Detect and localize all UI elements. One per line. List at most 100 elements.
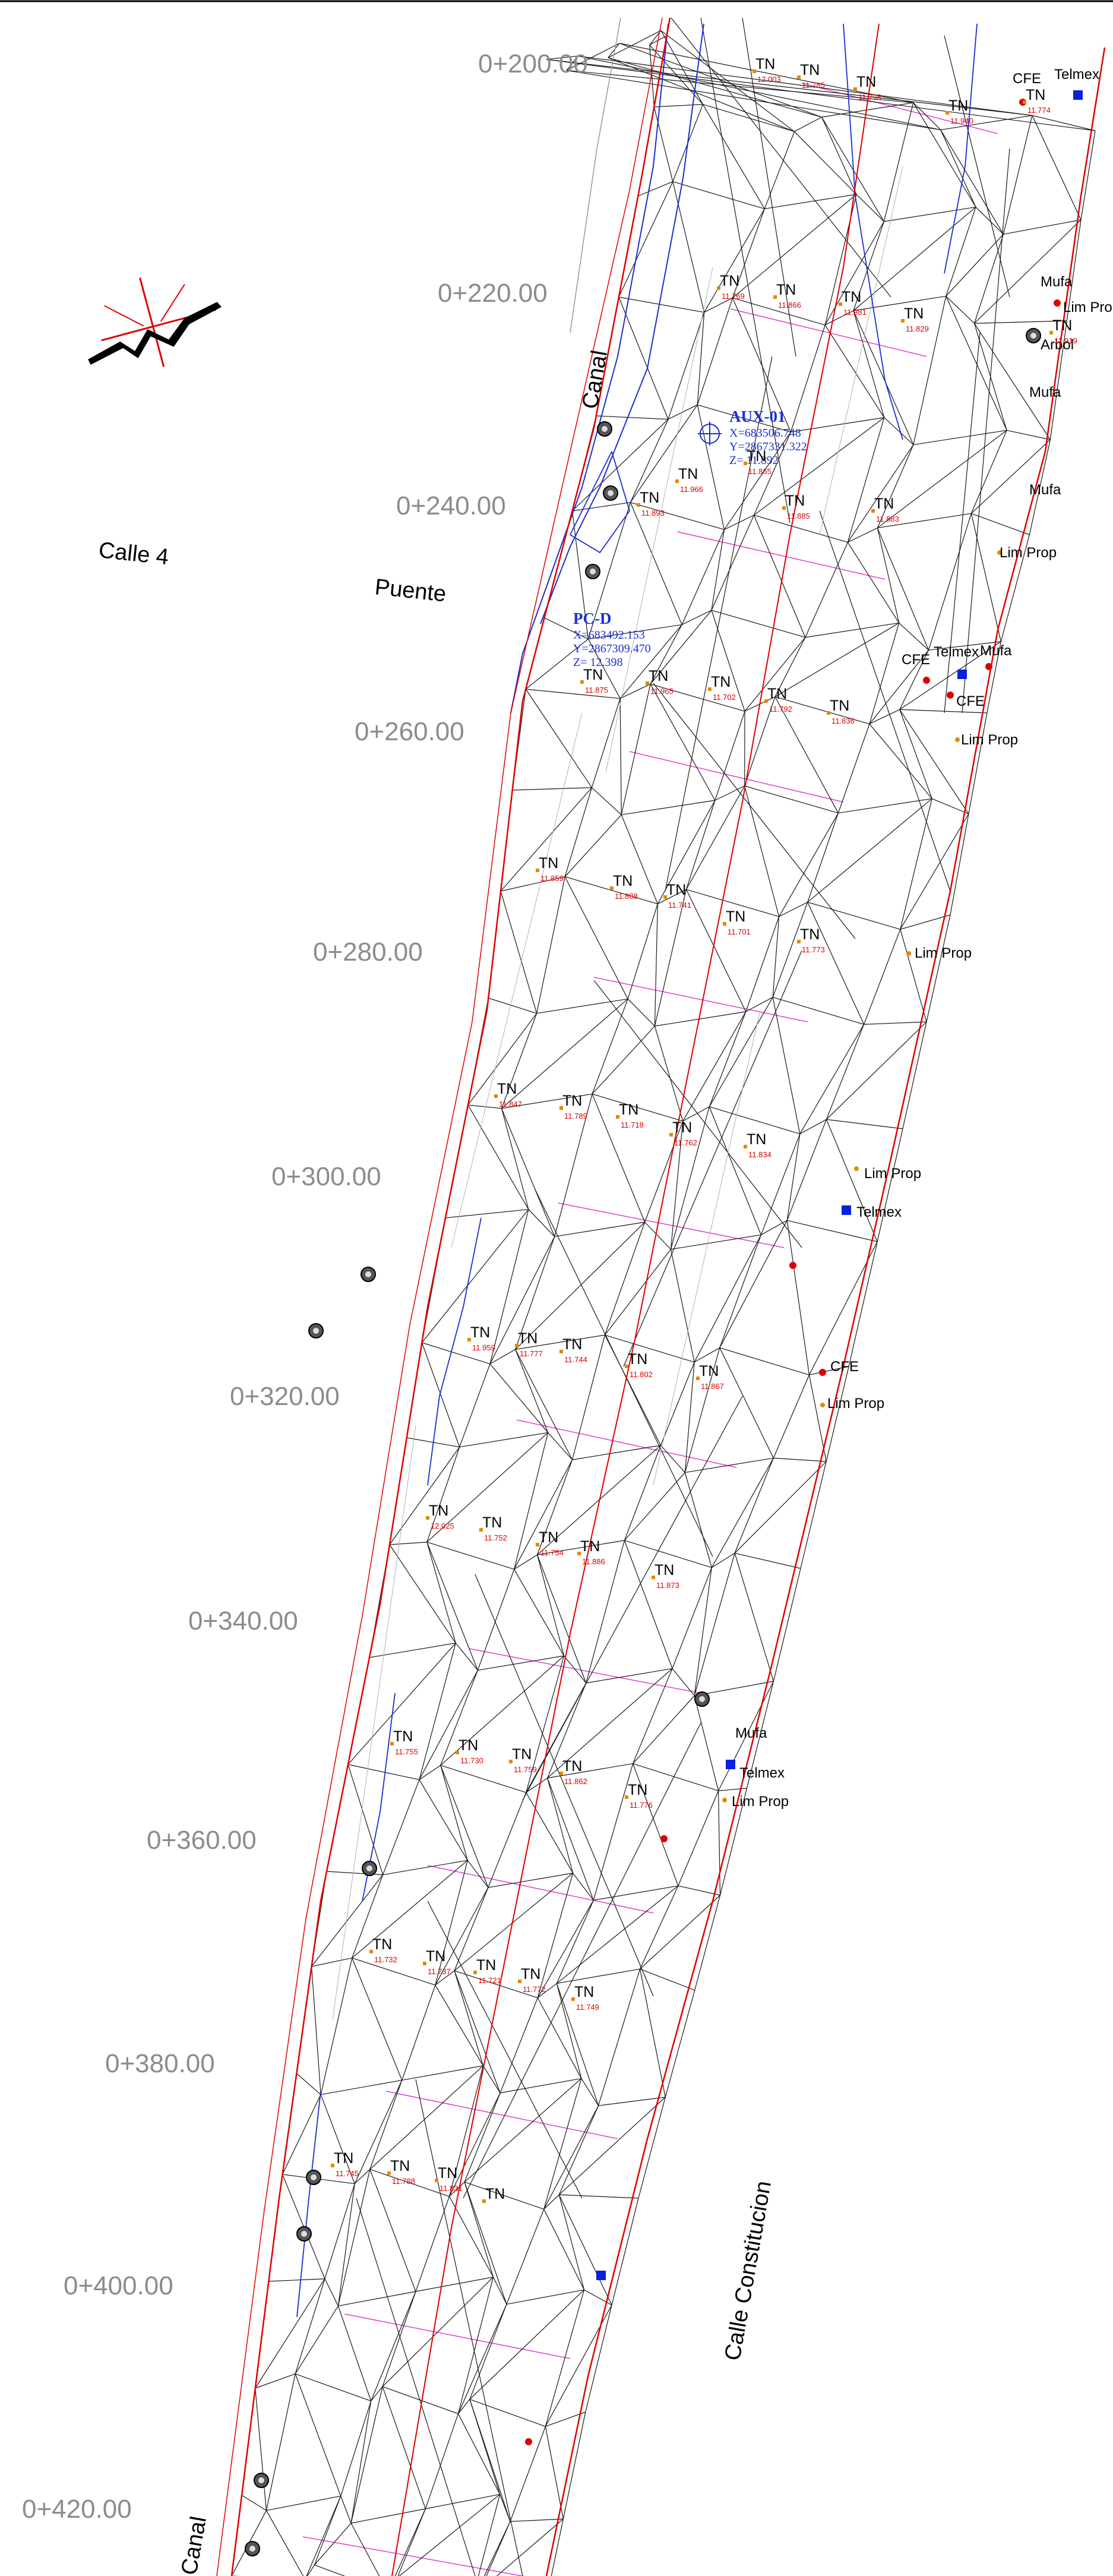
tin-edge [653, 1009, 761, 1486]
tn-label: TN [583, 667, 603, 683]
feature-label-mufa: Mufa [1041, 274, 1073, 290]
tin-edge [971, 513, 1030, 535]
tn-label: TN [699, 1363, 719, 1379]
tin-edge [435, 1860, 468, 1985]
tn-label: TN [800, 62, 820, 78]
station-label: 0+220.00 [438, 279, 548, 308]
tin-edge [808, 1241, 878, 1375]
tin-edge [440, 1765, 489, 1888]
tin-edge [501, 1108, 529, 1210]
tin-edge [458, 2399, 470, 2414]
tn-point: TN 11.752 [479, 1514, 507, 1542]
tn-elevation: 11.875 [585, 686, 608, 694]
tn-point: TN 11.862 [559, 1758, 587, 1786]
tin-edge [352, 1860, 468, 1959]
tin-edge [773, 1568, 801, 1682]
tn-point: TN 11.885 [782, 493, 810, 520]
tin-edge [477, 1569, 515, 1671]
tn-point: TN 11.919 [1049, 317, 1077, 345]
tin-edge [764, 194, 856, 210]
tin-edge [618, 296, 704, 313]
cross-section-line [469, 1648, 701, 1694]
tin-edge [577, 55, 941, 131]
feature-label-lim-prop: Lim Prop [732, 1794, 789, 1810]
tin-edge [821, 116, 857, 195]
tin-edge [718, 1788, 747, 1791]
telmex-marker [957, 670, 967, 679]
tin-edge [566, 43, 620, 71]
tn-point: TN 11.737 [423, 1948, 451, 1976]
tin-edge [401, 2065, 483, 2081]
tin-edge [694, 1553, 735, 1696]
tin-edge [697, 404, 791, 433]
tin-edge [630, 405, 698, 503]
tin-edge [401, 1985, 436, 2081]
tn-label: TN [562, 1758, 582, 1775]
tin-edge [974, 320, 1067, 324]
tin-edge [665, 1990, 695, 2098]
tin-edge [864, 1021, 927, 1025]
tin-edge [545, 2426, 564, 2520]
tin-edge [746, 1681, 774, 1789]
tin-edge [546, 55, 578, 60]
tin-edge [805, 542, 848, 638]
tin-edge [807, 901, 901, 930]
tn-elevation: 11.888 [615, 892, 638, 901]
feature-label-lim-prop: Lim Prop [864, 1166, 921, 1182]
tin-edge [338, 2291, 416, 2307]
tin-edge [826, 1024, 865, 1120]
cross-section-line [427, 1865, 654, 1914]
tin-edge [1080, 130, 1096, 220]
tin-edge [1032, 115, 1096, 131]
tin-edge [448, 2092, 501, 2197]
tin-edge [306, 2565, 315, 2576]
station-label: 0+380.00 [105, 2049, 215, 2078]
tn-point: TN 11.732 [369, 1936, 397, 1964]
tin-edge [426, 1432, 549, 1543]
tree-icon [603, 485, 618, 501]
tin-edge [940, 115, 1032, 131]
tin-edge [624, 1540, 673, 1669]
tin-edge [694, 1696, 719, 1791]
tn-elevation: 12.003 [757, 75, 781, 84]
tin-edge [900, 929, 927, 1022]
tin-edge [593, 1885, 678, 1901]
tin-edge [877, 513, 972, 529]
tin-edge [311, 1958, 352, 1967]
tin-edge [399, 2494, 501, 2576]
tn-elevation: 11.866 [778, 301, 801, 310]
tin-edge [719, 1235, 761, 1348]
tin-edge [295, 2373, 371, 2401]
canal-breaklines [296, 23, 978, 2318]
tin-edge [824, 310, 854, 326]
tin-edge [805, 622, 899, 638]
tin-edge [799, 1119, 827, 1135]
tn-label: TN [747, 1131, 766, 1148]
tn-elevation: 11.886 [582, 1557, 605, 1566]
tin-edge [314, 2564, 346, 2576]
tin-edge [902, 1021, 927, 1129]
feature-label-lim-prop: Lim Prop [1063, 299, 1113, 315]
tin-edge [585, 2304, 612, 2413]
tin-edge [282, 2094, 321, 2175]
tin-edge [593, 1763, 634, 1901]
station-label: 0+400.00 [64, 2271, 173, 2300]
tin-edge [779, 902, 808, 917]
tin-edge [486, 2521, 511, 2576]
tn-point: TN 11.759 [509, 1746, 537, 1774]
tin-edge [554, 1221, 645, 1238]
tin-edge [624, 1445, 662, 1541]
tn-elevation: 11.831 [439, 2184, 463, 2193]
tin-edge [558, 2105, 599, 2195]
tin-edge [572, 1445, 661, 1460]
tree-icon [362, 1861, 377, 1876]
tin-edge [744, 637, 806, 712]
tn-label: TN [726, 908, 745, 925]
tin-edge [512, 787, 592, 791]
tin-edge [869, 649, 929, 724]
feature-label-cfe: CFE [902, 652, 930, 668]
tin-edge [711, 1552, 735, 1568]
tin-edge [464, 2182, 494, 2278]
tin-edge [425, 2493, 500, 2509]
tin-edge [684, 1362, 695, 1473]
